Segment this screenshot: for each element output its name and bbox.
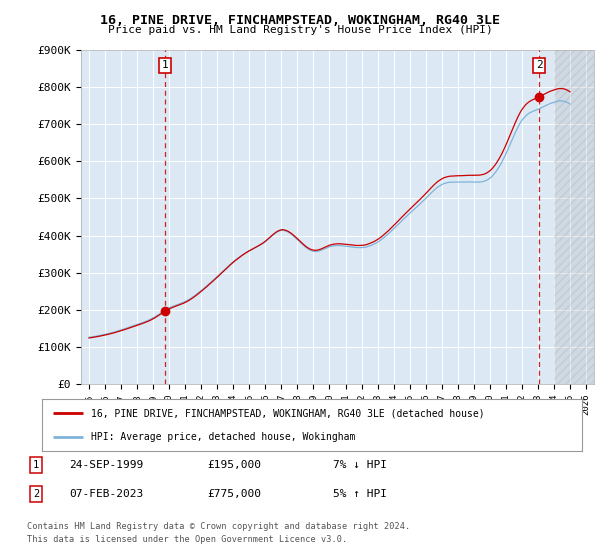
Text: 16, PINE DRIVE, FINCHAMPSTEAD, WOKINGHAM, RG40 3LE (detached house): 16, PINE DRIVE, FINCHAMPSTEAD, WOKINGHAM… <box>91 408 484 418</box>
Text: 5% ↑ HPI: 5% ↑ HPI <box>333 489 387 499</box>
Text: 2: 2 <box>33 489 39 499</box>
Text: This data is licensed under the Open Government Licence v3.0.: This data is licensed under the Open Gov… <box>27 535 347 544</box>
Text: £775,000: £775,000 <box>207 489 261 499</box>
Text: HPI: Average price, detached house, Wokingham: HPI: Average price, detached house, Woki… <box>91 432 355 442</box>
Text: 1: 1 <box>33 460 39 470</box>
Text: 16, PINE DRIVE, FINCHAMPSTEAD, WOKINGHAM, RG40 3LE: 16, PINE DRIVE, FINCHAMPSTEAD, WOKINGHAM… <box>100 14 500 27</box>
Bar <box>554 50 594 384</box>
Text: 24-SEP-1999: 24-SEP-1999 <box>69 460 143 470</box>
Text: Contains HM Land Registry data © Crown copyright and database right 2024.: Contains HM Land Registry data © Crown c… <box>27 522 410 531</box>
Text: £195,000: £195,000 <box>207 460 261 470</box>
Text: 7% ↓ HPI: 7% ↓ HPI <box>333 460 387 470</box>
Text: Price paid vs. HM Land Registry's House Price Index (HPI): Price paid vs. HM Land Registry's House … <box>107 25 493 35</box>
Text: 07-FEB-2023: 07-FEB-2023 <box>69 489 143 499</box>
Text: 2: 2 <box>536 60 543 71</box>
Text: 1: 1 <box>161 60 168 71</box>
